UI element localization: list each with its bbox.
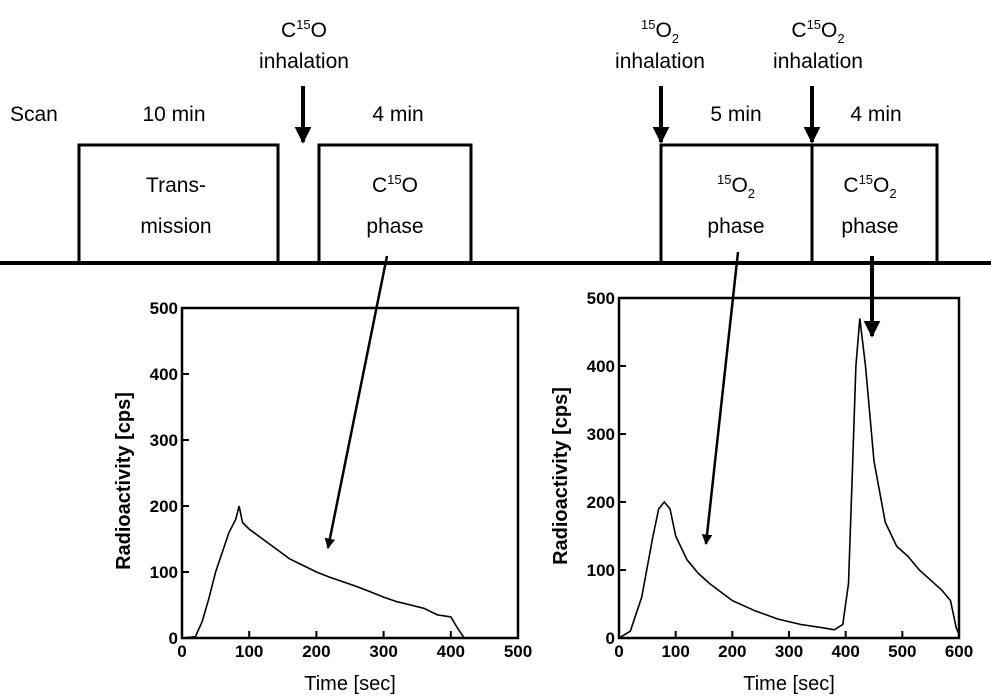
c15o2-duration: 4 min [850,103,901,126]
15o2-c15o2-y-tick-label: 300 [587,425,615,444]
c15o-y-tick-label: 100 [150,563,178,582]
15o2-inhalation-line2: inhalation [615,50,705,73]
15o2-phase-to-curve-arrow [701,251,740,546]
c15o-y-tick-label: 200 [150,497,178,516]
c15o-y-tick-label: 0 [169,629,178,648]
c15o-phase-label-line2: phase [366,215,423,238]
transmission-phase-box [77,143,280,265]
c15o2-phase-box [810,143,939,265]
15o2-c15o2-plot-frame [617,296,961,640]
c15o-plot-frame [180,306,520,640]
c15o-phase-label-line1: C15O [372,172,418,197]
15o2-inhalation-line1: 15O2 [641,17,679,46]
15o2-phase-label-line1: 15O2 [717,172,755,201]
c15o-activity-curve [181,505,465,639]
15o2-c15o2-x-tick-label: 200 [718,642,746,661]
c15o-time-activity-chart: 0 100 200 300 400 500 0 100 200 300 400 500 Radioac… [113,299,532,695]
scan-timeline: Scan 10 min 4 min 5 min 4 min Trans- mis… [0,17,991,265]
15o2-phase-box [659,143,814,265]
c15o-x-tick-label: 0 [177,642,186,661]
15o2-c15o2-x-axis-label: Time [sec] [743,673,835,695]
c15o2-inhalation-line1: C15O2 [791,17,844,46]
transmission-label-line2: mission [140,215,211,238]
15o2-c15o2-y-tick-label: 100 [587,561,615,580]
c15o2-phase-label-line1: C15O2 [843,172,896,201]
15o2-c15o2-activity-curve [618,318,960,639]
c15o-x-tick-label: 400 [437,642,465,661]
c15o-x-tick-label: 300 [369,642,397,661]
c15o-x-tick-label: 500 [504,642,532,661]
c15o-inhalation-line1: C15O [281,17,327,42]
15o2-c15o2-x-tick-label: 100 [661,642,689,661]
c15o-y-axis-label: Radioactivity [cps] [113,392,135,570]
15o2-c15o2-y-tick-label: 500 [587,289,615,308]
c15o-phase-box [317,143,473,265]
scan-label: Scan [10,103,58,126]
c15o2-inhalation-line2: inhalation [773,50,863,73]
c15o2-phase-label-line2: phase [841,215,898,238]
15o2-phase-label-line2: phase [707,215,764,238]
15o2-c15o2-y-tick-label: 200 [587,493,615,512]
15o2-c15o2-y-tick-label: 400 [587,357,615,376]
15o2-c15o2-x-tick-label: 500 [888,642,916,661]
15o2-c15o2-x-tick-label: 300 [775,642,803,661]
c15o-x-axis-label: Time [sec] [304,673,396,695]
15o2-c15o2-x-tick-label: 0 [614,642,623,661]
15o2-c15o2-y-tick-label: 0 [606,629,615,648]
transmission-duration: 10 min [142,103,205,126]
c15o-x-tick-label: 100 [235,642,263,661]
15o2-c15o2-time-activity-chart: 0 100 200 300 400 500 600 0 100 200 300 400 500 Radi… [550,289,973,695]
c15o-y-tick-label: 300 [150,431,178,450]
transmission-label-line1: Trans- [146,174,206,197]
15o2-c15o2-x-tick-label: 600 [945,642,973,661]
c15o-x-tick-label: 200 [302,642,330,661]
15o2-c15o2-y-axis-label: Radioactivity [cps] [550,387,572,565]
c15o-y-tick-label: 500 [150,299,178,318]
c15o-phase-to-curve-arrow [324,255,389,550]
c15o-y-tick-label: 400 [150,365,178,384]
15o2-duration: 5 min [710,103,761,126]
15o2-c15o2-x-tick-label: 400 [831,642,859,661]
c15o-inhalation-line2: inhalation [259,50,349,73]
c15o-duration: 4 min [372,103,423,126]
